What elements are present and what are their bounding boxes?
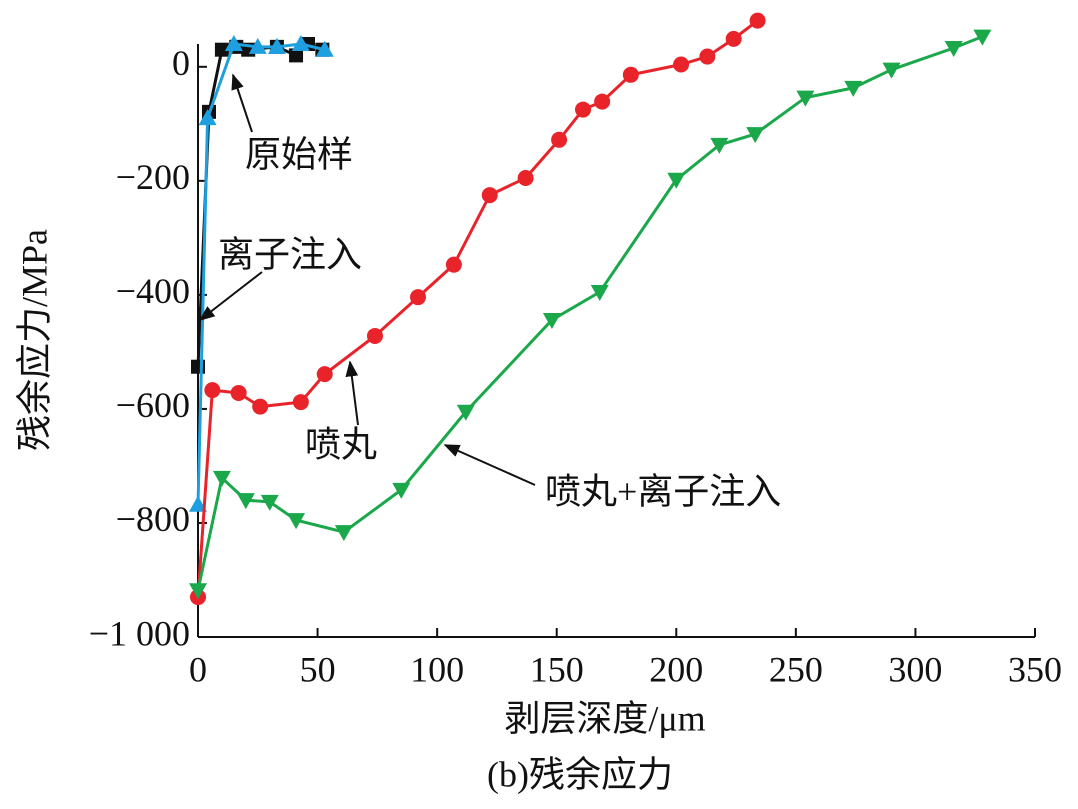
marker — [699, 48, 716, 65]
marker — [456, 404, 475, 421]
marker — [517, 169, 534, 186]
caption: (b)残余应力 — [487, 754, 673, 794]
x-tick-label: 50 — [300, 649, 336, 689]
marker — [287, 513, 306, 530]
series-label: 喷丸 — [305, 424, 377, 464]
x-tick-label: 100 — [410, 649, 464, 689]
marker — [796, 90, 815, 107]
y-tick-label: −600 — [116, 385, 190, 425]
marker — [673, 56, 690, 73]
x-tick-label: 300 — [888, 649, 942, 689]
marker — [334, 525, 353, 542]
x-axis-label: 剥层深度/μm — [504, 698, 705, 738]
y-tick-label: −800 — [116, 499, 190, 539]
marker — [481, 187, 498, 204]
marker — [267, 37, 286, 54]
marker — [292, 394, 309, 411]
y-tick-label: −200 — [116, 157, 190, 197]
arrow — [198, 271, 263, 321]
marker — [366, 327, 383, 344]
marker — [882, 62, 901, 79]
x-tick-label: 200 — [649, 649, 703, 689]
marker — [746, 127, 765, 144]
y-tick-label: −400 — [116, 271, 190, 311]
series-label: 离子注入 — [218, 234, 362, 274]
arrow — [231, 73, 253, 133]
marker — [289, 48, 304, 63]
marker — [260, 494, 279, 511]
marker — [445, 256, 462, 273]
series-label: 原始样 — [245, 134, 353, 174]
marker — [315, 40, 334, 57]
marker — [189, 583, 207, 600]
marker — [749, 12, 766, 29]
marker — [291, 35, 310, 51]
marker — [667, 172, 686, 189]
arrow — [345, 360, 359, 426]
marker — [214, 42, 229, 57]
marker — [198, 109, 217, 126]
marker — [594, 93, 611, 110]
x-tick-label: 350 — [1008, 649, 1062, 689]
marker — [944, 40, 963, 57]
series-label: 喷丸+离子注入 — [545, 471, 781, 511]
x-tick-label: 250 — [769, 649, 823, 689]
y-tick-label: −1 000 — [89, 613, 190, 653]
marker — [316, 366, 333, 383]
y-tick-label: 0 — [172, 43, 190, 83]
marker — [236, 493, 255, 510]
marker — [575, 101, 592, 118]
y-axis-label: 残余应力/MPa — [14, 229, 54, 451]
marker — [252, 398, 269, 415]
marker — [410, 289, 427, 306]
arrow — [443, 444, 536, 486]
x-tick-label: 0 — [189, 649, 207, 689]
marker — [204, 382, 221, 399]
marker — [392, 482, 411, 499]
marker — [230, 384, 247, 401]
marker — [710, 137, 729, 154]
marker — [725, 30, 742, 47]
marker — [844, 80, 863, 97]
marker — [189, 495, 207, 512]
marker — [212, 470, 231, 487]
marker — [551, 131, 568, 148]
marker — [590, 285, 609, 302]
marker — [248, 37, 267, 54]
marker — [622, 66, 639, 83]
marker — [224, 35, 243, 51]
marker — [973, 29, 992, 46]
x-tick-label: 150 — [530, 649, 584, 689]
marker — [542, 312, 561, 329]
